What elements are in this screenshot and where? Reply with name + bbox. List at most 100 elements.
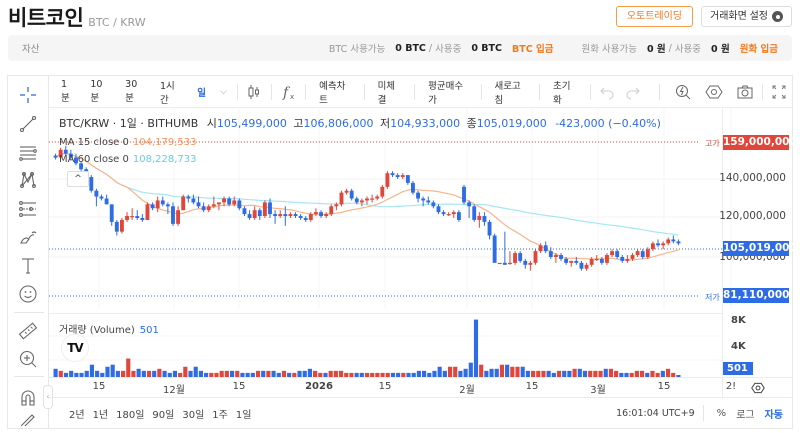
fullscreen-button[interactable] <box>767 80 792 104</box>
brush-icon <box>20 231 37 244</box>
reset-button[interactable]: 초기화 <box>552 80 571 106</box>
change-value: -423,000 (−0.40%) <box>555 117 661 130</box>
time-axis[interactable]: 15 12월 15 2026 15 2월 15 3월 15 2! <box>49 377 736 397</box>
time-tick: 2! <box>725 381 737 392</box>
timeframe-1m[interactable]: 1분 <box>61 79 70 104</box>
timeframe-10m[interactable]: 10분 <box>90 79 103 104</box>
low-value: 104,933,000 <box>390 117 461 130</box>
krw-in-use-value: 0 원 <box>711 44 730 55</box>
time-tick: 2월 <box>459 385 475 396</box>
hexagon-settings-icon <box>705 85 723 98</box>
zoom-in-tool[interactable] <box>16 348 40 370</box>
forecast-chart-button[interactable]: 예측차트 <box>319 80 346 106</box>
open-orders-button[interactable]: 미체결 <box>377 80 396 106</box>
svg-text:f: f <box>282 85 291 101</box>
candlestick-chart <box>49 109 732 309</box>
auto-scale-toggle[interactable]: 자동 <box>764 409 783 421</box>
quick-search-button[interactable] <box>670 80 695 104</box>
brush-tool[interactable] <box>16 226 40 248</box>
time-tick: 3월 <box>590 385 606 396</box>
clock[interactable]: 16:01:04 UTC+9 <box>616 407 695 419</box>
chart-settings-button[interactable] <box>701 80 726 104</box>
pair-label: BTC / KRW <box>88 16 146 29</box>
price-axis[interactable]: 159,000,000 140,000,000 120,000,000 100,… <box>719 109 797 377</box>
emoji-tool[interactable] <box>16 283 40 305</box>
ma60-legend[interactable]: MA 60 close 0 108,228,733 <box>59 154 197 165</box>
fibonacci-tool[interactable] <box>16 198 40 220</box>
redo-button[interactable] <box>620 80 645 104</box>
btc-in-use-label: 사용중 <box>435 44 462 55</box>
header-actions: 오토트레이딩 거래화면 설정 <box>615 6 792 27</box>
time-tick: 15 <box>92 381 106 392</box>
text-icon <box>22 258 34 274</box>
magnet-icon <box>21 390 35 406</box>
timeframe-1h[interactable]: 1시간 <box>159 80 175 106</box>
timeframe-day[interactable]: 일 <box>197 87 206 99</box>
average-buy-price-button[interactable]: 평균매수가 <box>428 80 464 106</box>
text-tool[interactable] <box>16 255 40 277</box>
volume-legend: 거래량 (Volume) 501 <box>59 325 159 336</box>
axis-settings-button[interactable] <box>722 377 792 397</box>
screenshot-button[interactable] <box>733 80 758 104</box>
time-tick: 15 <box>232 381 246 392</box>
legend-collapse-button[interactable]: ^ <box>67 171 89 187</box>
trend-line-tool[interactable] <box>16 113 40 135</box>
horizontal-lines-tool[interactable] <box>16 141 40 163</box>
tradingview-logo[interactable]: TV <box>61 334 89 362</box>
crosshair-icon <box>20 87 36 103</box>
range-30d[interactable]: 30일 <box>182 409 205 421</box>
slash: / <box>428 42 433 54</box>
pattern-icon <box>20 172 36 188</box>
range-bar: 2년 1년 180일 90일 30일 1주 1일 16:01:04 UTC+9 … <box>49 397 792 428</box>
page-title: 비트코인 <box>8 6 84 30</box>
krw-available-label: 원화 사용가능 <box>581 44 637 55</box>
range-2y[interactable]: 2년 <box>69 409 85 421</box>
undo-button[interactable] <box>595 80 620 104</box>
ruler-icon <box>18 322 38 340</box>
range-1w[interactable]: 1주 <box>212 409 228 421</box>
time-tick: 15 <box>525 381 539 392</box>
ohlc-legend: BTC/KRW · 1일 · BITHUMB 시105,499,000 고106… <box>59 117 661 130</box>
time-tick: 15 <box>657 381 671 392</box>
pencil-icon <box>20 414 35 426</box>
refresh-button[interactable]: 새로고침 <box>494 80 521 106</box>
last-price-tag: 105,019,000 <box>723 241 797 256</box>
asset-bar: 자산 BTC 사용가능 0 BTC / 사용중 0 BTC BTC 입금 원화 … <box>8 35 792 61</box>
ma15-legend[interactable]: MA 15 close 0 104,179,533 <box>59 137 197 148</box>
high-price-label: 고가 <box>705 139 720 148</box>
krw-deposit-link[interactable]: 원화 입금 <box>739 44 778 55</box>
range-1y[interactable]: 1년 <box>92 409 109 421</box>
trade-screen-settings-button[interactable]: 거래화면 설정 <box>701 6 792 27</box>
settings-label: 거래화면 설정 <box>710 11 768 22</box>
ma60-value: 108,228,733 <box>132 154 197 165</box>
lightning-search-icon <box>675 84 691 99</box>
svg-text:x: x <box>290 93 294 101</box>
pattern-tool[interactable] <box>16 169 40 191</box>
crosshair-tool[interactable] <box>16 84 40 106</box>
ruler-tool[interactable] <box>16 320 40 342</box>
range-90d[interactable]: 90일 <box>152 409 175 421</box>
candle-type-button[interactable] <box>242 80 267 104</box>
volume-pane[interactable]: 거래량 (Volume) 501 TV <box>49 313 722 377</box>
range-180d[interactable]: 180일 <box>116 409 145 421</box>
volume-value: 501 <box>139 325 159 336</box>
emoji-icon <box>19 285 37 303</box>
percent-scale-toggle[interactable]: % <box>716 407 727 419</box>
log-scale-toggle[interactable]: 로그 <box>736 409 755 421</box>
fullscreen-icon <box>772 85 786 98</box>
auto-trading-button[interactable]: 오토트레이딩 <box>615 6 694 27</box>
redo-icon <box>626 87 640 99</box>
magnet-tool[interactable] <box>16 387 40 409</box>
price-chart-pane[interactable]: BTC/KRW · 1일 · BITHUMB 시105,499,000 고106… <box>49 109 732 309</box>
axis-tick: 140,000,000 <box>719 172 786 184</box>
range-1d[interactable]: 1일 <box>235 409 252 421</box>
time-tick: 2026 <box>305 381 333 392</box>
pencil-tool[interactable] <box>16 412 40 426</box>
zoom-in-icon <box>19 350 37 368</box>
timeframe-30m[interactable]: 30분 <box>125 79 138 104</box>
btc-deposit-link[interactable]: BTC 입금 <box>511 44 554 55</box>
timeframe-dropdown-chevron-icon[interactable]: ⌵ <box>219 86 227 97</box>
